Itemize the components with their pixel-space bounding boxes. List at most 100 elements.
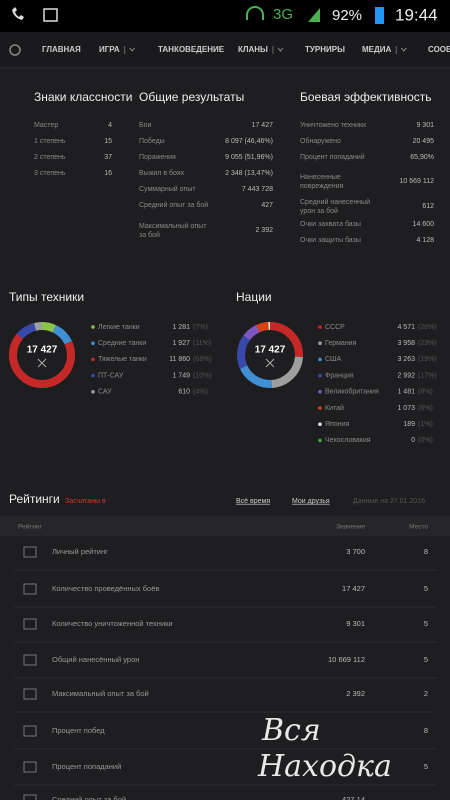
legend-name: Франция	[325, 372, 354, 379]
battery-icon	[375, 7, 384, 24]
time: 19:44	[395, 5, 438, 24]
donut-segment	[237, 322, 303, 388]
nav-item[interactable]: ТАНКОВЕДЕНИЕ	[158, 45, 225, 54]
stat-value: 4 128	[416, 237, 434, 244]
nav-bar	[0, 32, 450, 68]
row-icon	[23, 761, 37, 773]
rating-value: 2 392	[346, 689, 365, 698]
ratings-period[interactable]: Всё время	[236, 498, 270, 505]
legend-count: 1 481	[397, 389, 415, 396]
stat-value: 14 600	[413, 221, 435, 228]
stat-value: 16	[104, 170, 112, 177]
rating-value: 9 301	[346, 619, 365, 628]
rating-place: 5	[424, 762, 428, 771]
legend-name: ПТ-САУ	[98, 372, 124, 379]
column-header: Место	[409, 524, 428, 531]
section-title: Знаки классности	[34, 90, 132, 104]
nav-item[interactable]: КЛАНЫ	[238, 45, 268, 54]
rating-name: Процент попаданий	[52, 762, 121, 771]
nav-chevron	[277, 47, 284, 52]
stat-label: Обнаружено	[300, 137, 341, 145]
stat-value: 20 495	[413, 138, 435, 145]
stat-value: 8 097 (46,46%)	[225, 138, 273, 145]
stat-label: Бои	[139, 122, 151, 129]
legend-count: 2 992	[397, 372, 415, 379]
legend-dot	[318, 373, 322, 378]
donut-segment	[9, 322, 75, 388]
rating-name: Количество уничтоженной техники	[52, 619, 173, 628]
legend-count: 11 860	[169, 356, 190, 363]
stat-label: Очки защиты базы	[300, 236, 361, 244]
legend-dot	[91, 357, 95, 362]
stat-label: 3 степень	[34, 170, 66, 177]
rating-name: Средний опыт за бой	[52, 795, 126, 800]
legend-count: 1 749	[172, 372, 190, 379]
legend-dot	[318, 422, 322, 427]
section-title: Типы техники	[9, 290, 84, 304]
stat-value: 7 443 728	[242, 186, 273, 193]
legend-name: Легкие танки	[98, 324, 140, 331]
headset-icon	[246, 6, 264, 20]
legend-dot	[318, 341, 322, 346]
ratings-counted[interactable]: Засчитаны в	[65, 498, 106, 505]
nav-item[interactable]: ГЛАВНАЯ	[42, 45, 81, 54]
legend-dot	[318, 438, 322, 443]
stat-value: 15	[104, 138, 112, 145]
phone-icon	[12, 7, 24, 20]
stat-label: повреждения	[300, 183, 344, 190]
stat-label: Средний нанесенный	[300, 198, 370, 206]
rating-place: 8	[424, 547, 428, 556]
nav-item[interactable]: ИГРА	[99, 45, 120, 54]
legend-dot	[318, 406, 322, 410]
rating-place: 8	[424, 726, 428, 735]
legend-count: 0	[411, 437, 415, 444]
rating-name: Процент побед	[52, 726, 105, 735]
stat-label: 2 степень	[34, 154, 66, 161]
row-icon	[23, 794, 37, 800]
rating-value: 17 427	[342, 584, 365, 593]
rating-value: 427,14	[342, 795, 365, 800]
battery: 92%	[332, 7, 362, 24]
legend-share: (11%)	[193, 340, 211, 347]
legend-count: 4 571	[397, 324, 415, 331]
row-icon	[23, 654, 37, 666]
stat-value: 2 392	[255, 227, 273, 234]
legend-count: 3 263	[397, 356, 415, 363]
nav-item[interactable]: МЕДИА	[362, 45, 391, 54]
logo[interactable]	[9, 44, 21, 56]
ratings-scope[interactable]: Мои друзья	[292, 498, 330, 505]
nav-chevron	[400, 47, 407, 52]
stat-label: Очки захвата базы	[300, 220, 361, 228]
rating-place: 5	[424, 619, 428, 628]
donut-total: 17 427	[27, 345, 58, 356]
legend-share: (68%)	[193, 356, 212, 363]
rating-name: Количество проведённых боёв	[52, 584, 159, 593]
row-icon	[23, 688, 37, 700]
legend-share: (1%)	[418, 421, 433, 428]
legend-dot	[318, 357, 322, 362]
legend-share: (6%)	[418, 405, 433, 412]
rating-place: 5	[424, 584, 428, 593]
nav-item[interactable]: СООБ	[428, 45, 450, 54]
stat-value: 37	[104, 154, 112, 161]
column-header: Значение	[336, 524, 365, 531]
stat-value: 9 055 (51,96%)	[225, 154, 273, 161]
image-icon	[43, 8, 58, 22]
rating-name: Личный рейтинг	[52, 547, 108, 556]
rating-place: 5	[424, 655, 428, 664]
section-title: Общие результаты	[139, 90, 244, 104]
stat-value: 10 669 112	[399, 178, 434, 185]
legend-name: Германия	[325, 340, 357, 347]
legend-share: (8%)	[418, 389, 433, 396]
watermark: Вся	[261, 713, 321, 748]
legend-dot	[91, 373, 95, 378]
nav-item[interactable]: ТУРНИРЫ	[305, 45, 345, 54]
legend-share: (10%)	[193, 372, 212, 379]
donut-total: 17 427	[255, 345, 286, 356]
legend-count: 1 073	[397, 405, 415, 412]
nav-chevron	[129, 47, 136, 52]
legend-dot	[318, 390, 322, 394]
legend-share: (7%)	[193, 324, 208, 331]
